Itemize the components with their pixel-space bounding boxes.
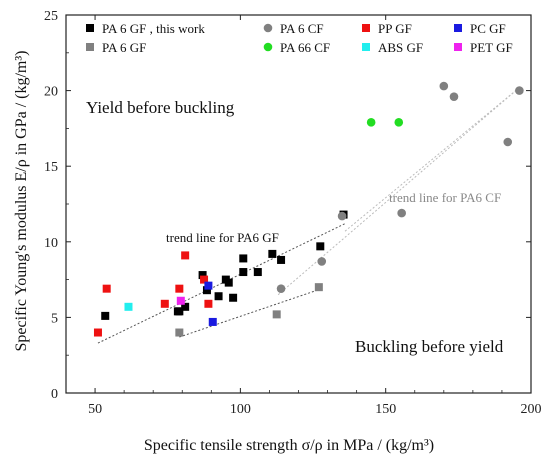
y-axis-title: Specific Young's modulus E/ρ in GPa / (k… [13,51,30,352]
legend-marker [263,23,273,33]
x-tick-label: 200 [521,402,542,417]
data-point [175,328,184,337]
legend-marker [362,24,370,32]
data-point [394,118,404,127]
data-point [268,249,277,258]
plot-area: 50 100 150 200 0 5 10 15 20 25 trend line for PA6 … [44,9,542,417]
legend-label: PP GF [378,21,412,36]
region-label-buckling: Buckling before yield [355,337,504,356]
data-point [102,284,111,293]
data-point [208,317,217,326]
data-point [224,278,233,287]
legend-marker [86,24,94,32]
data-point [175,307,184,316]
trend-label-pa6-gf: trend line for PA6 GF [166,230,279,245]
x-tick-label: 50 [88,402,102,417]
data-point [277,255,286,264]
x-tick-label: 150 [375,402,396,417]
data-point [449,92,459,101]
y-tick-label: 20 [44,85,58,100]
data-point [515,86,524,95]
data-point [229,293,238,302]
data-point [181,251,190,260]
data-point [214,292,223,301]
data-point [239,254,248,263]
data-point [124,302,133,311]
data-point [204,299,213,308]
legend-label: PA 66 CF [280,40,330,55]
data-point [337,211,347,221]
legend-marker [86,43,94,51]
x-tick-label: 100 [230,402,251,417]
trend-line-segment [97,223,346,344]
data-point [439,81,449,91]
legend-label: PA 6 GF [102,40,146,55]
y-tick-label: 0 [51,387,58,402]
data-point [503,137,513,147]
data-point [176,296,185,305]
data-point [239,268,248,277]
data-point [253,268,262,277]
legend-marker [362,43,370,51]
data-point [204,281,213,290]
data-point [198,271,207,280]
x-axis-title: Specific tensile strength σ/ρ in MPa / (… [144,437,434,454]
legend-marker [263,42,273,52]
legend-label: PC GF [470,21,506,36]
trend-line-segment [344,87,520,232]
y-tick-label: 15 [44,160,58,175]
y-tick-label: 10 [44,236,58,251]
y-tick-label: 5 [51,311,58,326]
data-point [202,286,211,295]
trend-label-pa6-cf: trend line for PA6 CF [389,190,501,205]
data-point [272,310,281,319]
data-point [93,328,102,337]
data-point [160,299,169,308]
data-point [316,242,325,251]
data-point [314,283,323,292]
data-point [181,302,190,311]
legend-label: ABS GF [378,40,423,55]
data-point [175,284,184,293]
legend-label: PA 6 GF , this work [102,21,205,36]
legend-label: PET GF [470,40,513,55]
data-point [317,257,327,266]
data-point [276,284,286,293]
legend-label: PA 6 CF [280,21,324,36]
y-tick-label: 25 [44,9,58,24]
data-point [397,208,406,218]
data-point [366,118,376,127]
legend-marker [454,24,462,32]
data-point [200,275,209,284]
trend-line-segment [179,288,322,338]
region-label-yield: Yield before buckling [86,98,235,117]
legend-marker [454,43,462,51]
data-point [101,311,110,320]
